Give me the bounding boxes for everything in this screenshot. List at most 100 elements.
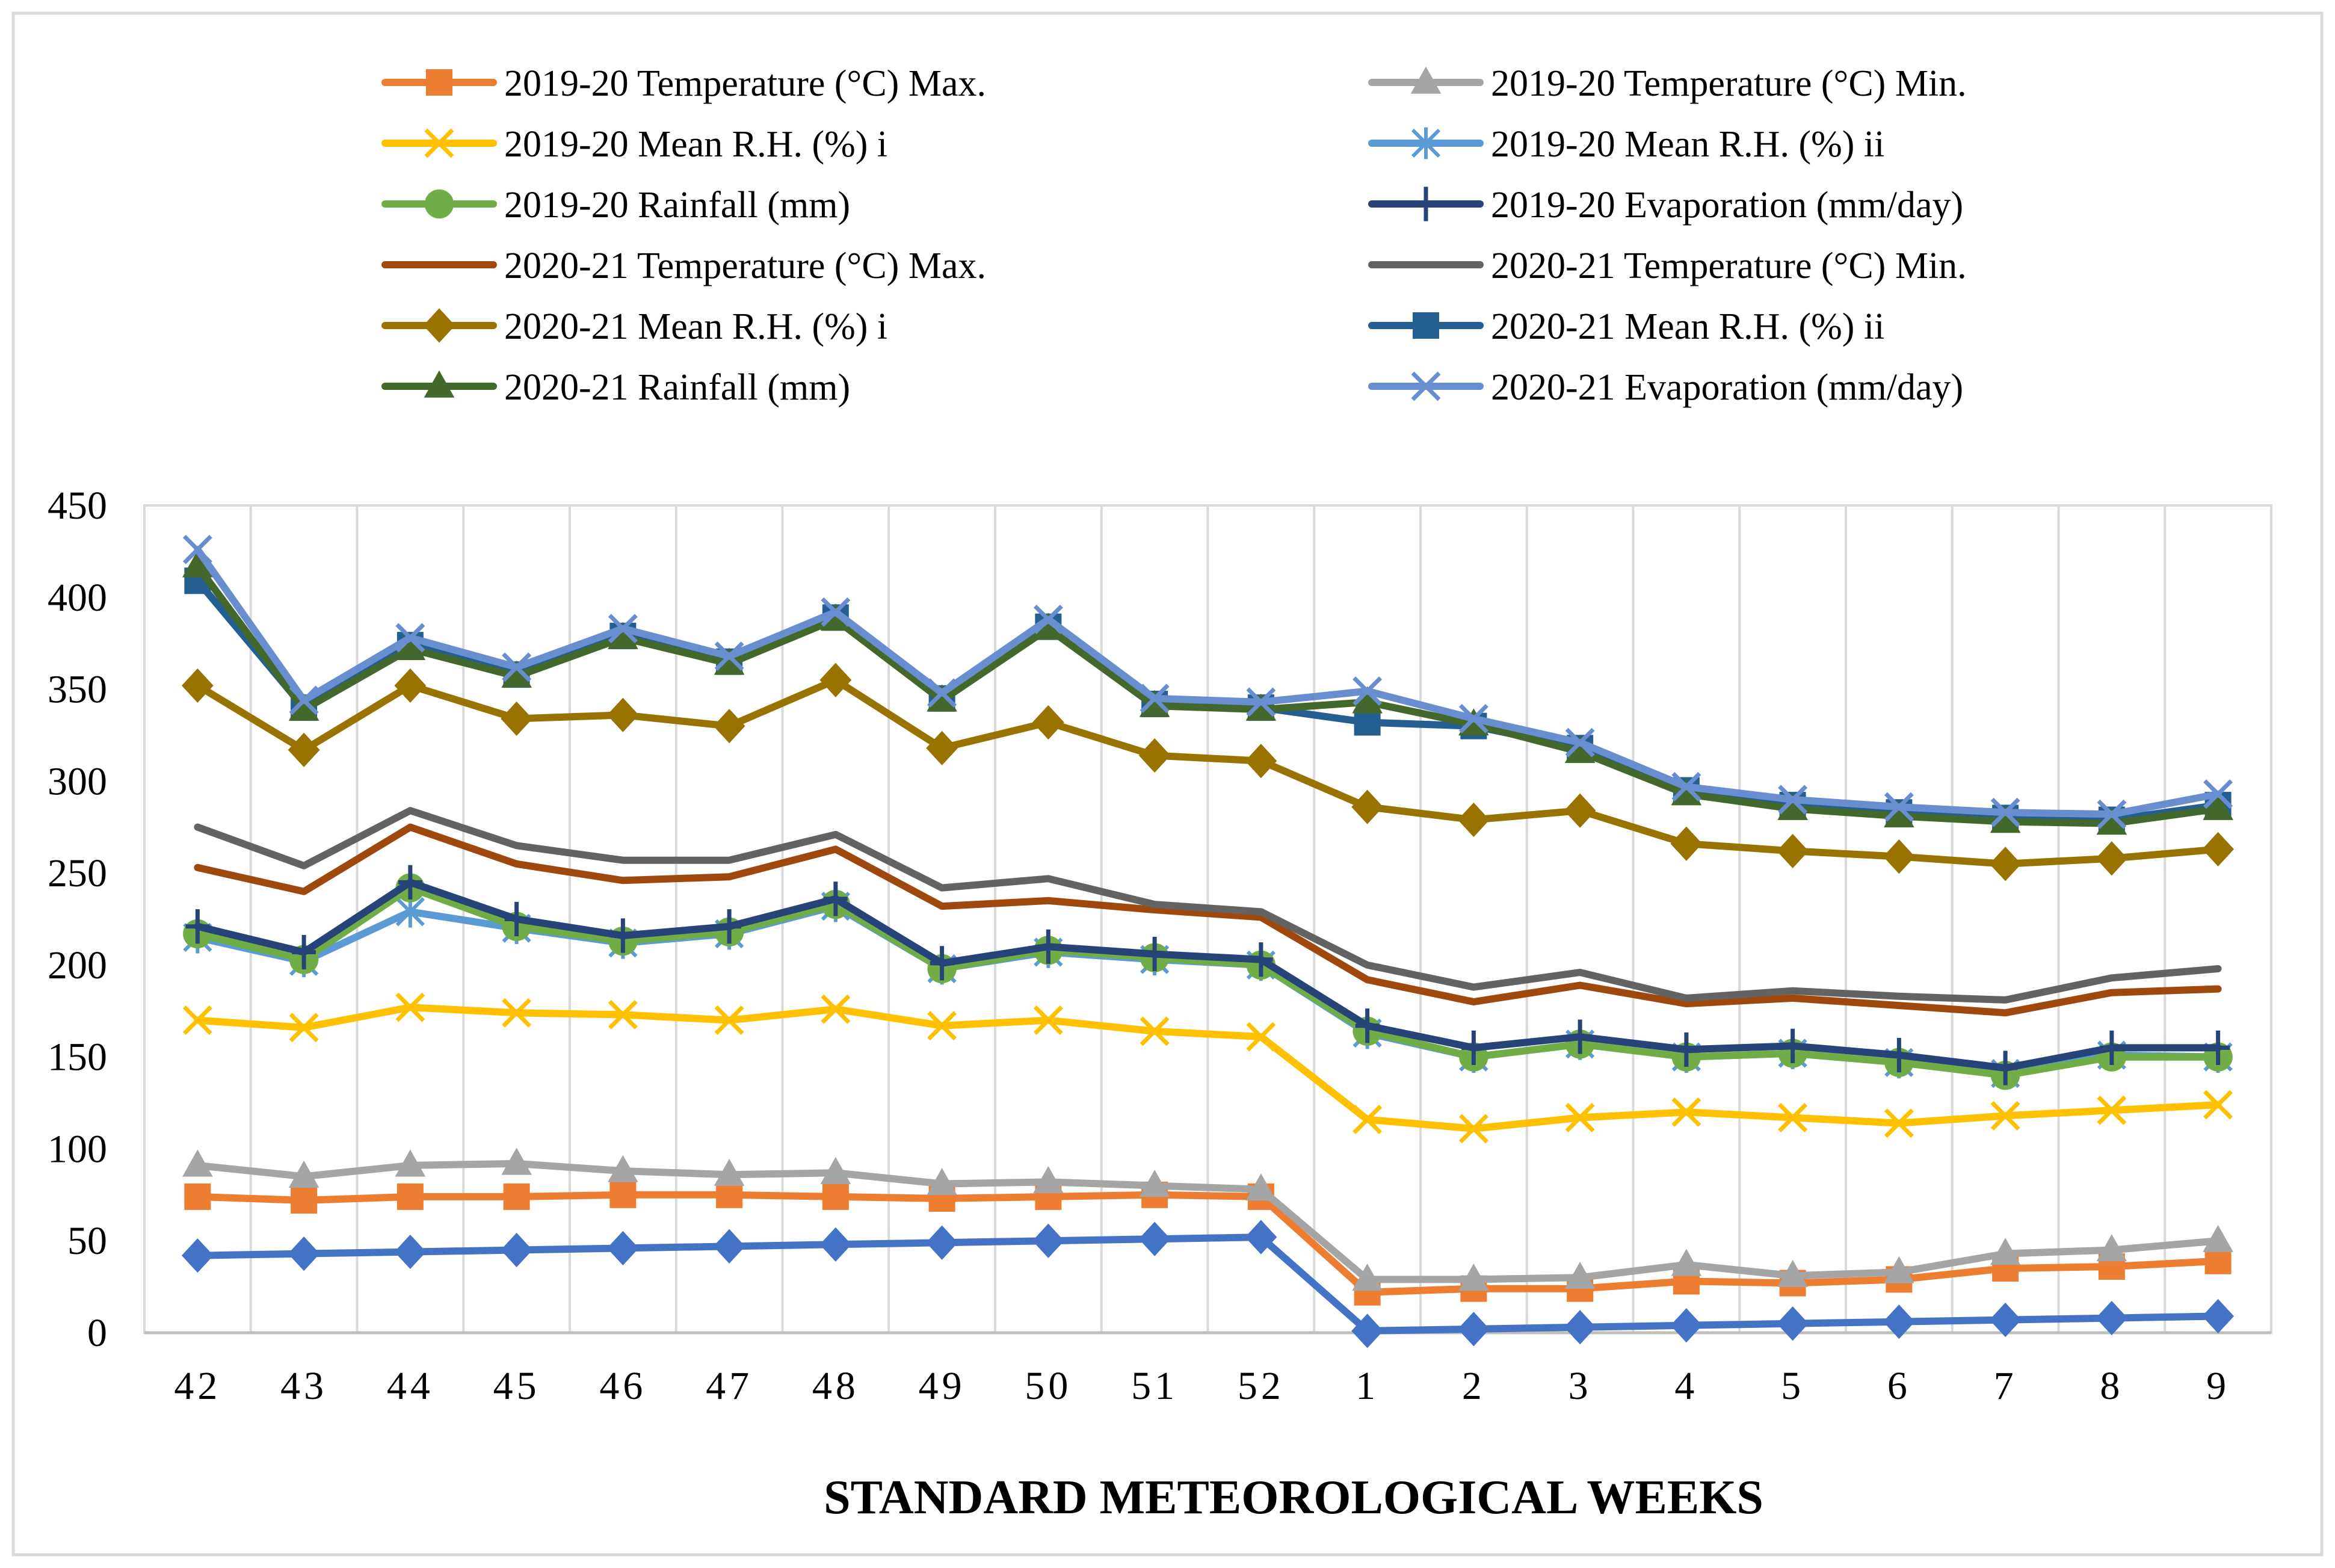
data-point: [1777, 833, 1809, 869]
series-line: [194, 1159, 2222, 1283]
data-point: [1354, 709, 1381, 736]
legend-item: 2019-20 Rainfall (mm): [381, 185, 850, 226]
data-point: [1036, 929, 1061, 964]
series-2020-21-rainfall-mm: [182, 550, 2233, 835]
legend-label: 2020-21 Mean R.H. (%) i: [504, 306, 887, 347]
data-point: [716, 1181, 743, 1208]
legend-swatch-marker: [1410, 66, 1442, 94]
x-tick-label: 1: [1356, 1364, 1379, 1408]
data-point: [1989, 1303, 2022, 1338]
data-point: [292, 934, 316, 970]
x-tick-label: 2: [1462, 1364, 1485, 1408]
data-point: [503, 1183, 530, 1210]
data-point: [927, 684, 957, 712]
data-point: [1777, 792, 1808, 820]
legend-item: 2019-20 Mean R.H. (%) ii: [1368, 124, 1884, 165]
series-line: [194, 676, 2222, 868]
series-2019-20-mean-r-h-i: [182, 992, 2233, 1144]
data-point: [926, 1225, 958, 1260]
data-point: [927, 1011, 957, 1041]
data-point: [1671, 1097, 1701, 1127]
data-point: [1564, 1310, 1596, 1345]
y-tick-label: 250: [48, 851, 107, 895]
data-point: [395, 623, 425, 653]
series-line: [194, 546, 2222, 818]
data-point: [289, 685, 319, 715]
data-point: [1990, 806, 2021, 833]
legend-swatch-marker: [423, 308, 455, 343]
data-point: [181, 1238, 214, 1273]
y-tick-label: 300: [48, 759, 107, 803]
data-point: [1990, 1100, 2020, 1131]
data-point: [1989, 847, 2022, 881]
series-line: [194, 1004, 2222, 1132]
data-point: [2203, 1090, 2233, 1120]
data-point: [182, 534, 212, 564]
data-point: [1457, 1312, 1490, 1347]
legend-item: 2020-21 Mean R.H. (%) i: [381, 306, 887, 347]
data-point: [2206, 1030, 2230, 1065]
data-point: [1355, 1008, 1380, 1043]
data-point: [1884, 1256, 1914, 1283]
data-point: [1352, 1263, 1383, 1291]
data-point: [288, 1160, 319, 1188]
data-point: [821, 994, 851, 1024]
data-point: [2204, 1247, 2232, 1274]
data-point: [501, 1232, 533, 1268]
data-point: [288, 693, 319, 721]
legend-item: 2020-21 Rainfall (mm): [381, 367, 850, 408]
data-point: [1568, 1019, 1592, 1054]
axes: [143, 504, 2272, 1335]
data-point: [824, 881, 848, 916]
data-point: [2203, 779, 2233, 809]
data-point: [1032, 705, 1064, 740]
data-point: [606, 697, 639, 732]
data-point: [395, 1149, 426, 1177]
data-point: [394, 1234, 427, 1270]
x-tick-label: 4: [1674, 1364, 1698, 1408]
data-point: [1246, 1022, 1276, 1052]
x-tick-label: 46: [599, 1364, 646, 1408]
data-point: [1671, 778, 1702, 806]
data-point: [502, 998, 532, 1028]
data-point: [1143, 936, 1167, 972]
data-point: [1887, 1038, 1911, 1073]
data-point: [1033, 1005, 1063, 1036]
data-point: [1138, 1221, 1171, 1256]
data-point: [608, 1155, 638, 1182]
data-point: [1139, 1170, 1170, 1197]
data-point: [1457, 802, 1490, 838]
legend-item: 2020-21 Mean R.H. (%) ii: [1368, 306, 1884, 347]
data-point: [1353, 1105, 1383, 1135]
data-point: [182, 1149, 213, 1177]
data-point: [713, 1229, 745, 1264]
data-point: [1140, 1016, 1170, 1046]
legend-label: 2020-21 Temperature (°C) Max.: [504, 245, 986, 286]
data-point: [606, 1230, 639, 1266]
x-tick-label: 7: [1994, 1364, 2017, 1408]
data-point: [608, 622, 638, 649]
data-point: [1138, 738, 1171, 773]
legend-swatch-marker: [424, 370, 455, 398]
data-point: [2097, 799, 2127, 829]
y-tick-label: 400: [48, 576, 107, 620]
legend-item: 2020-21 Temperature (°C) Min.: [1368, 245, 1967, 286]
data-point: [2202, 1298, 2235, 1334]
data-point: [1777, 1259, 1808, 1287]
data-point: [2097, 1095, 2127, 1125]
data-point: [1883, 839, 1915, 874]
data-point: [1351, 789, 1384, 824]
data-point: [927, 678, 957, 708]
x-axis-title: STANDARD METEOROLOGICAL WEEKS: [824, 1471, 1763, 1524]
data-point: [1884, 800, 1914, 828]
x-tick-label: 43: [280, 1364, 327, 1408]
series: [181, 534, 2235, 1348]
data-point: [1249, 942, 1273, 977]
data-point: [822, 1183, 849, 1210]
data-point: [1671, 772, 1701, 801]
data-point: [1458, 1114, 1488, 1144]
data-point: [1990, 1238, 2021, 1265]
legend-swatch-marker: [1413, 312, 1439, 339]
data-point: [1564, 1261, 1596, 1289]
data-point: [1353, 676, 1383, 706]
